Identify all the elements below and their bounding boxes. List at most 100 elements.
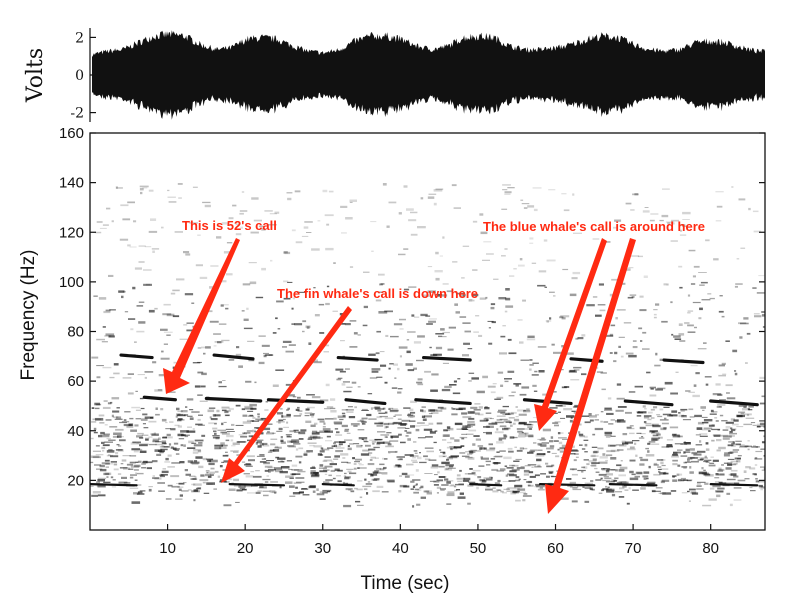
spectrogram-speckle [93, 431, 98, 434]
spectrogram-speckle [659, 219, 664, 222]
spectrogram-speckle [189, 417, 194, 420]
spectrogram-speckle [571, 473, 578, 476]
spectrogram-speckle [647, 481, 656, 484]
spectrogram-speckle [172, 447, 177, 450]
spectrogram-speckle [280, 441, 286, 444]
spectrogram-speckle [287, 281, 293, 283]
spectrogram-speckle [343, 390, 352, 393]
spectrogram-speckle [631, 255, 640, 257]
spectrogram-speckle [426, 450, 434, 453]
spectrogram-speckle [581, 334, 586, 337]
spectrogram-speckle [424, 370, 431, 373]
spectrogram-speckle [643, 421, 647, 424]
spectrogram-speckle [434, 270, 443, 273]
spectrogram-speckle [600, 420, 603, 423]
spectrogram-speckle [590, 465, 596, 467]
spectrogram-speckle [484, 406, 488, 408]
spectrogram-speckle [581, 471, 584, 473]
spectrogram-speckle [423, 455, 428, 458]
spectrogram-speckle [504, 191, 512, 194]
spectrogram-speckle [286, 192, 293, 194]
spectrogram-speckle [120, 204, 129, 207]
spectrogram-speckle [670, 240, 678, 242]
spectrogram-speckle [583, 439, 589, 441]
spectrogram-speckle [310, 424, 316, 427]
spectrogram-speckle [494, 398, 501, 400]
spectrogram-speckle [610, 457, 617, 460]
spectrogram-speckle [640, 487, 646, 490]
spectrogram-speckle [298, 491, 304, 494]
spectrogram-speckle [629, 425, 634, 427]
call-trace-52hz [623, 399, 674, 407]
spectrogram-speckle [197, 394, 203, 396]
spectrogram-speckle [324, 418, 334, 420]
spectrogram-speckle [649, 219, 655, 222]
spectrogram-speckle [732, 449, 740, 451]
spectrogram-speckle [345, 291, 348, 294]
spectrogram-speckle [492, 490, 499, 493]
spectrogram-speckle [152, 475, 155, 477]
spectrogram-speckle [605, 481, 615, 483]
spectrogram-speckle [259, 454, 265, 456]
spectrogram-speckle [255, 491, 261, 494]
spectrogram-speckle [193, 489, 199, 492]
spectrogram-speckle [466, 433, 474, 435]
spectrogram-speckle [95, 418, 104, 421]
spectrogram-speckle [730, 428, 737, 430]
spectrogram-speckle [651, 437, 660, 439]
spectrogram-speckle [224, 481, 230, 483]
spectrogram-speckle [255, 470, 260, 472]
spectrogram-speckle [661, 446, 670, 448]
spectrogram-speckle [518, 413, 527, 416]
spectrogram-speckle [755, 478, 758, 480]
spectrogram-speckle [308, 485, 316, 489]
spectrogram-speckle [441, 388, 451, 392]
spectrogram-speckle [255, 442, 258, 445]
spectrogram-speckle [672, 476, 675, 478]
spectrogram-speckle [642, 405, 646, 408]
call-trace-18hz [538, 482, 596, 487]
spectrogram-speckle [247, 340, 255, 342]
spectrogram-speckle [437, 471, 440, 474]
spectrogram-speckle [483, 241, 492, 243]
spectrogram-speckle [384, 458, 388, 460]
spectrogram-speckle [270, 481, 278, 483]
spectrogram-speckle [745, 466, 751, 469]
spectrogram-speckle [95, 454, 104, 456]
spectrogram-speckle [302, 320, 307, 323]
spectrogram-speckle [240, 435, 248, 438]
spectrogram-speckle [331, 445, 335, 447]
spectrogram-speckle [712, 411, 718, 413]
spectrogram-speckle [377, 410, 382, 412]
spectrogram-speckle [401, 419, 411, 422]
spectrogram-speckle [485, 460, 491, 463]
spectrogram-speckle [368, 418, 377, 420]
spectrogram-speckle [715, 420, 719, 422]
spectrogram-speckle [447, 457, 453, 460]
spectrogram-speckle [390, 436, 393, 439]
spectrogram-speckle [669, 426, 679, 429]
spectrogram-speckle [216, 409, 220, 413]
spectrogram-speckle [397, 388, 403, 390]
spectrogram-speckle [626, 427, 635, 430]
spectrogram-speckle [354, 461, 360, 463]
spectrogram-speckle [289, 430, 296, 433]
spectrogram-speckle [393, 421, 402, 425]
spectrogram-speckle [238, 434, 244, 436]
spectrogram-speckle [322, 467, 327, 469]
spectrogram-speckle [632, 193, 639, 196]
spectrogram-speckle [760, 486, 765, 489]
spectrogram-speckle [195, 423, 203, 426]
spectrogram-speckle [225, 428, 234, 430]
spectrogram-speckle [220, 304, 229, 306]
spectrogram-speckle [762, 326, 765, 328]
spectrogram-speckle [358, 462, 362, 464]
frequency-axis-title: Frequency (Hz) [18, 250, 39, 381]
spectrogram-speckle [715, 473, 719, 476]
spectrogram-speckle [375, 408, 384, 410]
spectrogram-speckle [344, 430, 349, 432]
spectrogram-speckle [605, 470, 610, 473]
spectrogram-speckle [126, 425, 134, 428]
spectrogram-speckle [690, 491, 697, 494]
spectrogram-speckle [640, 458, 649, 462]
